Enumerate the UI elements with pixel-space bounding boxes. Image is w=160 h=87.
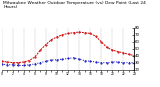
Text: Milwaukee Weather Outdoor Temperature (vs) Dew Point (Last 24 Hours): Milwaukee Weather Outdoor Temperature (v… xyxy=(3,1,146,9)
